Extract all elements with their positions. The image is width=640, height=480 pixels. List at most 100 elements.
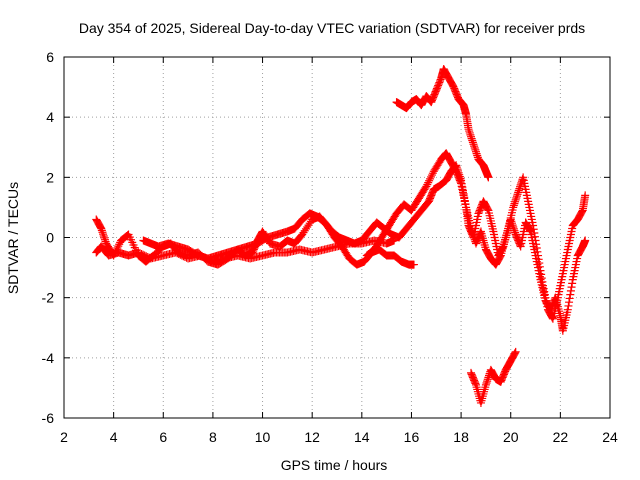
data-point: [465, 127, 474, 136]
data-point: [424, 178, 433, 187]
data-point: [468, 138, 477, 147]
x-tick-label: 6: [159, 429, 167, 445]
data-point: [568, 279, 577, 288]
data-point: [423, 180, 432, 189]
data-point: [518, 175, 527, 184]
data-point: [409, 260, 418, 269]
y-tick-label: 6: [46, 49, 54, 65]
y-tick-label: -4: [42, 350, 55, 366]
y-tick-label: -2: [42, 290, 55, 306]
data-point: [425, 176, 434, 185]
x-axis-label: GPS time / hours: [281, 457, 388, 473]
data-point: [99, 230, 108, 239]
data-point: [473, 151, 482, 160]
data-point: [565, 294, 574, 303]
data-point: [484, 173, 493, 182]
data-point: [566, 286, 575, 295]
data-point: [537, 274, 546, 283]
x-tick-label: 10: [255, 429, 271, 445]
data-point: [512, 194, 521, 203]
data-point: [512, 192, 521, 201]
data-point: [510, 199, 519, 208]
data-point: [481, 380, 490, 389]
data-point: [428, 169, 437, 178]
data-point: [456, 177, 465, 186]
data-point: [506, 215, 515, 224]
data-point: [100, 235, 109, 244]
data-point: [509, 203, 518, 212]
data-point: [97, 226, 106, 235]
data-layer: [92, 65, 590, 407]
data-point: [422, 182, 431, 191]
data-point: [469, 140, 478, 149]
x-tick-label: 20: [503, 429, 519, 445]
data-point: [472, 149, 481, 158]
data-point: [514, 188, 523, 197]
data-point: [464, 125, 473, 134]
data-point: [465, 128, 474, 137]
data-point: [511, 197, 520, 206]
data-point: [511, 348, 520, 357]
data-point: [484, 373, 493, 382]
data-point: [483, 375, 492, 384]
data-point: [100, 233, 109, 242]
data-point: [467, 134, 476, 143]
x-tick-label: 14: [354, 429, 370, 445]
data-point: [468, 230, 477, 239]
data-point: [516, 241, 525, 250]
data-point: [467, 132, 476, 141]
y-tick-label: -6: [42, 410, 55, 426]
data-point: [112, 245, 121, 254]
data-point: [468, 228, 477, 237]
data-point: [511, 347, 520, 356]
data-point: [99, 231, 108, 240]
series-track-e: [392, 65, 493, 182]
y-tick-label: 0: [46, 230, 54, 246]
data-point: [101, 237, 110, 246]
data-point: [470, 144, 479, 153]
x-tick-label: 8: [209, 429, 217, 445]
series-track-d: [362, 149, 590, 335]
data-point: [98, 228, 107, 237]
y-tick-label: 4: [46, 109, 54, 125]
data-point: [470, 142, 479, 151]
data-point: [563, 305, 572, 314]
data-point: [509, 224, 518, 233]
data-point: [467, 226, 476, 235]
data-point: [496, 252, 505, 261]
data-point: [471, 147, 480, 156]
data-point: [509, 201, 518, 210]
y-tick-label: 2: [46, 169, 54, 185]
data-point: [581, 236, 590, 245]
data-point: [111, 247, 120, 256]
data-point: [508, 221, 517, 230]
x-tick-label: 4: [110, 429, 118, 445]
data-point: [421, 183, 430, 192]
x-tick-label: 16: [404, 429, 420, 445]
data-point: [511, 195, 520, 204]
data-point: [509, 222, 518, 231]
data-point: [564, 301, 573, 310]
data-point: [566, 290, 575, 299]
data-point: [507, 219, 516, 228]
data-point: [114, 242, 123, 251]
data-point: [427, 171, 436, 180]
data-point: [471, 379, 480, 388]
y-axis-label: SDTVAR / TECUs: [5, 182, 21, 294]
data-point: [466, 130, 475, 139]
data-point: [516, 180, 525, 189]
data-point: [565, 298, 574, 307]
data-point: [514, 186, 523, 195]
data-point: [471, 145, 480, 154]
chart-title: Day 354 of 2025, Sidereal Day-to-day VTE…: [79, 20, 585, 36]
data-point: [507, 217, 516, 226]
data-point: [97, 224, 106, 233]
data-point: [110, 249, 119, 258]
data-point: [468, 136, 477, 145]
data-point: [525, 226, 534, 235]
data-point: [467, 224, 476, 233]
data-point: [511, 228, 520, 237]
data-point: [426, 174, 435, 183]
